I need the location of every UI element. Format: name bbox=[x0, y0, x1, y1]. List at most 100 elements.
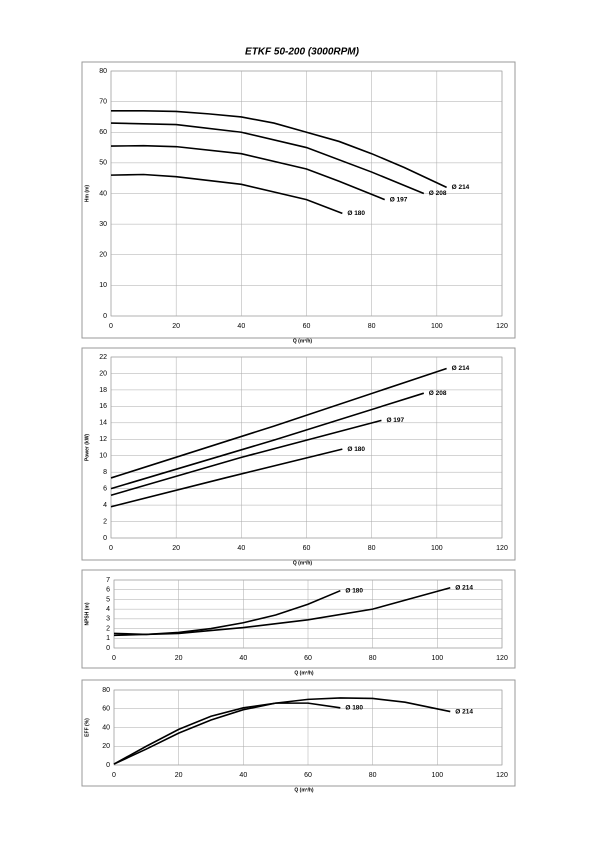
y-tick-label: 0 bbox=[103, 313, 107, 320]
y-tick-label: 20 bbox=[99, 252, 107, 259]
series-label: Ø 214 bbox=[455, 708, 473, 715]
x-tick-label: 0 bbox=[112, 655, 116, 662]
curve bbox=[113, 697, 451, 765]
x-tick-label: 40 bbox=[237, 323, 245, 330]
curve bbox=[111, 110, 447, 189]
series-label: Ø 197 bbox=[390, 196, 408, 203]
x-tick-label: 60 bbox=[303, 323, 311, 330]
x-tick-label: 80 bbox=[368, 323, 376, 330]
y-tick-label: 6 bbox=[106, 587, 110, 594]
chart-frame bbox=[81, 569, 516, 669]
y-tick-label: 1 bbox=[106, 635, 110, 642]
x-tick-label: 100 bbox=[431, 323, 443, 330]
x-tick-label: 20 bbox=[172, 323, 180, 330]
chart: 0 20 40 60 80 100 120 0 2 4 6 8 10 12 14 16 18 20 22 Q (m³/… bbox=[81, 347, 516, 566]
y-tick-label: 0 bbox=[106, 645, 110, 652]
y-tick-label: 0 bbox=[103, 535, 107, 542]
series-label: Ø 214 bbox=[452, 365, 470, 372]
y-axis-label: EFF (%) bbox=[84, 718, 90, 737]
x-tick-label: 120 bbox=[496, 655, 508, 662]
x-tick-label: 120 bbox=[496, 323, 508, 330]
y-tick-label: 10 bbox=[99, 453, 107, 460]
x-tick-label: 0 bbox=[109, 323, 113, 330]
y-tick-label: 30 bbox=[99, 221, 107, 228]
curve bbox=[110, 392, 425, 490]
x-axis-label: Q (m³/h) bbox=[294, 787, 313, 793]
x-tick-label: 40 bbox=[237, 545, 245, 552]
y-tick-label: 50 bbox=[99, 160, 107, 167]
y-tick-label: 14 bbox=[99, 420, 107, 427]
chart-frame bbox=[81, 347, 516, 561]
y-axis-label: NPSH (m) bbox=[84, 602, 90, 625]
y-tick-label: 40 bbox=[102, 724, 110, 731]
y-tick-label: 12 bbox=[99, 436, 107, 443]
y-tick-label: 6 bbox=[103, 485, 107, 492]
x-tick-label: 80 bbox=[369, 772, 377, 779]
series-label: Ø 214 bbox=[452, 184, 470, 191]
x-tick-label: 60 bbox=[304, 655, 312, 662]
curve bbox=[110, 173, 343, 215]
page-title: ETKF 50-200 (3000RPM) bbox=[245, 47, 360, 58]
y-tick-label: 2 bbox=[103, 518, 107, 525]
y-tick-label: 4 bbox=[106, 606, 110, 613]
x-tick-label: 40 bbox=[239, 655, 247, 662]
y-tick-label: 60 bbox=[99, 129, 107, 136]
x-tick-label: 80 bbox=[369, 655, 377, 662]
curve bbox=[110, 419, 382, 496]
series-label: Ø 180 bbox=[345, 587, 363, 594]
x-tick-label: 120 bbox=[496, 545, 508, 552]
y-tick-label: 16 bbox=[99, 403, 107, 410]
x-tick-label: 0 bbox=[109, 545, 113, 552]
y-tick-label: 4 bbox=[103, 502, 107, 509]
x-tick-label: 20 bbox=[175, 655, 183, 662]
series-label: Ø 208 bbox=[429, 390, 447, 397]
x-tick-label: 20 bbox=[172, 545, 180, 552]
x-axis-label: Q (m³/h) bbox=[293, 338, 312, 344]
curve bbox=[110, 122, 425, 195]
y-tick-label: 20 bbox=[99, 370, 107, 377]
series-label: Ø 208 bbox=[429, 190, 447, 197]
curve bbox=[113, 589, 341, 636]
series-label: Ø 180 bbox=[347, 210, 365, 217]
series-label: Ø 197 bbox=[386, 417, 404, 424]
series-label: Ø 180 bbox=[347, 446, 365, 453]
x-tick-label: 60 bbox=[304, 772, 312, 779]
y-tick-label: 8 bbox=[103, 469, 107, 476]
chart: 0 20 40 60 80 100 120 0 20 40 60 80 Q (m³/h) EFF (%) Ø… bbox=[81, 679, 516, 793]
chart-frame bbox=[81, 679, 516, 787]
y-tick-label: 40 bbox=[99, 190, 107, 197]
x-tick-label: 100 bbox=[431, 655, 443, 662]
chart: 0 20 40 60 80 100 120 0 10 20 30 40 50 60 70 80 Q (m³/h)… bbox=[81, 61, 516, 344]
x-tick-label: 100 bbox=[431, 545, 443, 552]
y-tick-label: 7 bbox=[106, 577, 110, 584]
y-tick-label: 10 bbox=[99, 282, 107, 289]
x-tick-label: 80 bbox=[368, 545, 376, 552]
x-tick-label: 60 bbox=[303, 545, 311, 552]
series-label: Ø 214 bbox=[455, 584, 473, 591]
x-tick-label: 20 bbox=[175, 772, 183, 779]
y-tick-label: 60 bbox=[102, 706, 110, 713]
y-tick-label: 22 bbox=[99, 354, 107, 361]
y-tick-label: 70 bbox=[99, 98, 107, 105]
series-label: Ø 180 bbox=[345, 705, 363, 712]
y-tick-label: 80 bbox=[99, 68, 107, 75]
y-axis-label: Power (kW) bbox=[84, 434, 90, 462]
y-tick-label: 0 bbox=[106, 762, 110, 769]
x-axis-label: Q (m³/h) bbox=[294, 670, 313, 676]
x-axis-label: Q (m³/h) bbox=[293, 560, 312, 566]
chart: 0 20 40 60 80 100 120 0 1 2 3 4 5 6 7 Q (m³/h) NPSH (m) Ø… bbox=[81, 569, 516, 676]
x-tick-label: 0 bbox=[112, 772, 116, 779]
x-tick-label: 40 bbox=[239, 772, 247, 779]
curve bbox=[113, 702, 341, 765]
x-tick-label: 120 bbox=[496, 772, 508, 779]
curve bbox=[110, 144, 385, 201]
y-tick-label: 80 bbox=[102, 687, 110, 694]
y-tick-label: 20 bbox=[102, 743, 110, 750]
curve bbox=[110, 367, 447, 479]
y-tick-label: 18 bbox=[99, 387, 107, 394]
curve bbox=[113, 586, 451, 637]
curve bbox=[110, 448, 343, 508]
y-tick-label: 5 bbox=[106, 596, 110, 603]
x-tick-label: 100 bbox=[431, 772, 443, 779]
